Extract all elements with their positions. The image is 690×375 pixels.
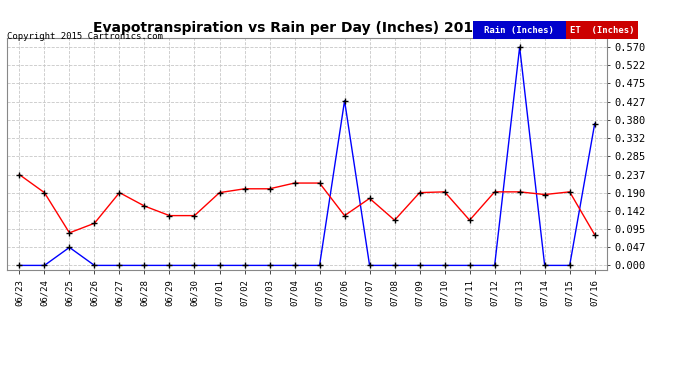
Title: Evapotranspiration vs Rain per Day (Inches) 20150717: Evapotranspiration vs Rain per Day (Inch…	[92, 21, 522, 35]
Text: Rain (Inches): Rain (Inches)	[484, 26, 554, 35]
Text: Copyright 2015 Cartronics.com: Copyright 2015 Cartronics.com	[7, 32, 163, 41]
Text: ET  (Inches): ET (Inches)	[570, 26, 634, 35]
